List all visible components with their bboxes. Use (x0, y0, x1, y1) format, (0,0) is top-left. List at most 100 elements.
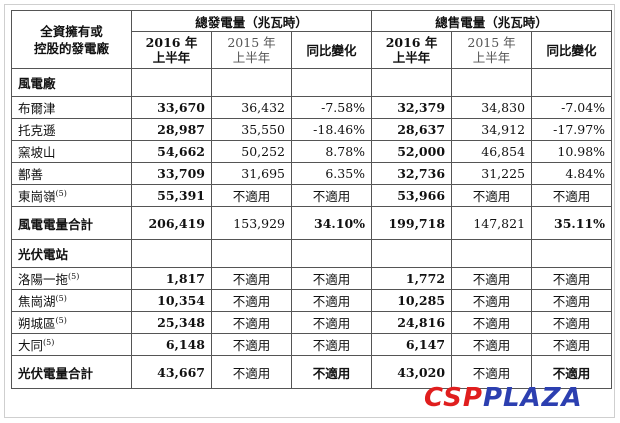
sale-2015: 不適用 (451, 333, 533, 356)
total-gen-2015: 153,929 (211, 206, 292, 240)
sale-change-header: 同比變化 (531, 31, 613, 69)
sale-2015: 34,912 (451, 118, 533, 141)
sale-2015: 不適用 (451, 184, 533, 207)
footnote-marker: (5) (68, 271, 80, 281)
table-row: 焦崗湖(5) 10,354 不適用 不適用 10,285 不適用 不適用 (11, 289, 613, 312)
table-row: 東崗嶺(5) 55,391 不適用 不適用 53,966 不適用 不適用 (11, 184, 613, 207)
sale-2016: 10,285 (371, 289, 453, 312)
gen-2016: 10,354 (131, 289, 212, 312)
total-sale-change: 不適用 (531, 355, 613, 389)
gen-2015: 不適用 (211, 289, 292, 312)
table-row: 布爾津 33,670 36,432 -7.58% 32,379 34,830 -7.04% (11, 96, 613, 119)
gen-2015-header: 2015 年 上半年 (211, 31, 292, 69)
total-gen-2016: 43,667 (131, 355, 212, 389)
gen-2015: 35,550 (211, 118, 292, 141)
sales-group-header: 總售電量（兆瓦時） (371, 10, 613, 32)
sale-change: -7.04% (531, 96, 613, 119)
gen-2016: 33,709 (131, 162, 212, 185)
sale-2016: 24,816 (371, 311, 453, 334)
gen-change: 6.35% (290, 162, 373, 185)
total-sale-change: 35.11% (531, 206, 613, 240)
solar-section-title: 光伏電站 (11, 239, 132, 268)
plant-name: 朔城區(5) (11, 311, 132, 334)
sale-change: 不適用 (531, 311, 613, 334)
footnote-marker: (5) (55, 188, 67, 198)
footnote-marker: (5) (55, 315, 67, 325)
gen-2016: 6,148 (131, 333, 212, 356)
generation-group-header: 總發電量（兆瓦時） (130, 10, 373, 32)
gen-change: 不適用 (290, 267, 373, 290)
total-sale-2016: 199,718 (371, 206, 453, 240)
gen-2015: 31,695 (211, 162, 292, 185)
solar-total-row: 光伏電量合計 43,667 不適用 不適用 43,020 不適用 不適用 (11, 355, 613, 389)
total-gen-2015: 不適用 (211, 355, 292, 389)
sale-2015: 不適用 (451, 289, 533, 312)
sale-2016: 28,637 (371, 118, 453, 141)
gen-change: 不適用 (290, 289, 373, 312)
total-gen-change: 34.10% (290, 206, 373, 240)
gen-2016: 1,817 (131, 267, 212, 290)
gen-2016: 25,348 (131, 311, 212, 334)
table-row: 窯坡山 54,662 50,252 8.78% 52,000 46,854 10.98% (11, 140, 613, 163)
sale-2016: 53,966 (371, 184, 453, 207)
table-row: 大同(5) 6,148 不適用 不適用 6,147 不適用 不適用 (11, 333, 613, 356)
sale-change: 10.98% (531, 140, 613, 163)
table-row: 朔城區(5) 25,348 不適用 不適用 24,816 不適用 不適用 (11, 311, 613, 334)
sale-2016: 32,379 (371, 96, 453, 119)
gen-2015: 不適用 (211, 267, 292, 290)
gen-change: -18.46% (290, 118, 373, 141)
gen-change: 不適用 (290, 311, 373, 334)
total-name: 光伏電量合計 (11, 355, 132, 389)
footnote-marker: (5) (43, 337, 55, 347)
gen-2016: 54,662 (131, 140, 212, 163)
total-sale-2016: 43,020 (371, 355, 453, 389)
gen-change: 不適用 (290, 333, 373, 356)
sale-2016-header: 2016 年 上半年 (371, 31, 453, 69)
table-row: 洛陽一拖(5) 1,817 不適用 不適用 1,772 不適用 不適用 (11, 267, 613, 290)
plant-name: 焦崗湖(5) (11, 289, 132, 312)
sale-2015: 不適用 (451, 267, 533, 290)
sale-2015: 34,830 (451, 96, 533, 119)
sale-2016: 1,772 (371, 267, 453, 290)
plant-name: 東崗嶺(5) (11, 184, 132, 207)
sale-2016: 32,736 (371, 162, 453, 185)
wind-total-row: 風電電量合計 206,419 153,929 34.10% 199,718 14… (11, 206, 613, 240)
sale-2015: 31,225 (451, 162, 533, 185)
corner-header: 全資擁有或 控股的發電廠 (11, 10, 132, 69)
gen-2016-header: 2016 年 上半年 (131, 31, 212, 69)
table-row: 鄯善 33,709 31,695 6.35% 32,736 31,225 4.84% (11, 162, 613, 185)
solar-section-row: 光伏電站 (11, 239, 613, 268)
plant-name: 托克遜 (11, 118, 132, 141)
footnote-marker: (5) (55, 293, 67, 303)
plant-name: 窯坡山 (11, 140, 132, 163)
gen-2015: 36,432 (211, 96, 292, 119)
plant-name: 大同(5) (11, 333, 132, 356)
total-gen-change: 不適用 (290, 355, 373, 389)
gen-change-header: 同比變化 (290, 31, 373, 69)
sale-2016: 6,147 (371, 333, 453, 356)
gen-2015: 不適用 (211, 311, 292, 334)
gen-change: -7.58% (290, 96, 373, 119)
sale-2016: 52,000 (371, 140, 453, 163)
gen-2016: 55,391 (131, 184, 212, 207)
gen-2016: 28,987 (131, 118, 212, 141)
sale-change: 4.84% (531, 162, 613, 185)
sale-change: -17.97% (531, 118, 613, 141)
power-generation-table: 全資擁有或 控股的發電廠 總發電量（兆瓦時） 總售電量（兆瓦時） 2016 年 … (11, 10, 613, 389)
sale-change: 不適用 (531, 267, 613, 290)
sale-2015: 不適用 (451, 311, 533, 334)
total-gen-2016: 206,419 (131, 206, 212, 240)
gen-2015: 50,252 (211, 140, 292, 163)
gen-change: 8.78% (290, 140, 373, 163)
total-sale-2015: 不適用 (451, 355, 533, 389)
plant-name: 布爾津 (11, 96, 132, 119)
wind-section-title: 風電廠 (11, 68, 132, 97)
plant-name: 洛陽一拖(5) (11, 267, 132, 290)
sale-change: 不適用 (531, 289, 613, 312)
gen-2015: 不適用 (211, 184, 292, 207)
total-name: 風電電量合計 (11, 206, 132, 240)
gen-change: 不適用 (290, 184, 373, 207)
sale-change: 不適用 (531, 184, 613, 207)
sale-2015: 46,854 (451, 140, 533, 163)
sale-2015-header: 2015 年 上半年 (451, 31, 533, 69)
